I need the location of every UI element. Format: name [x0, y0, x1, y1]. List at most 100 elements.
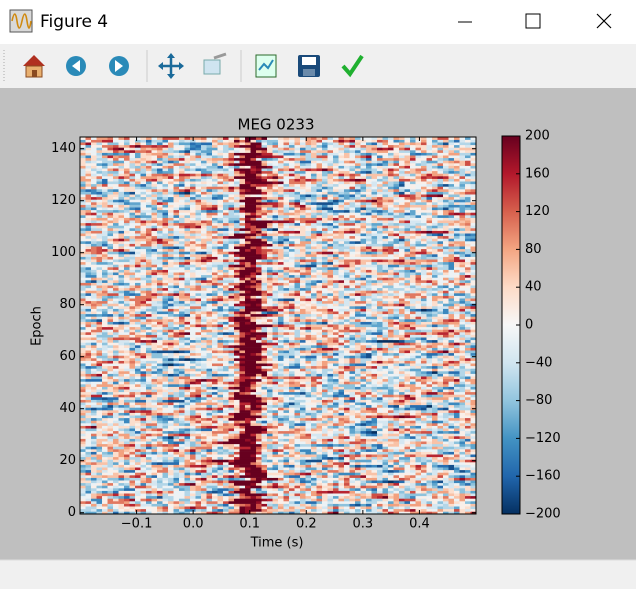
image-streak — [305, 402, 317, 406]
image-streak — [124, 428, 130, 432]
image-streak — [388, 498, 394, 502]
image-streak — [377, 358, 383, 361]
image-streak — [124, 337, 130, 341]
image-streak — [250, 472, 268, 476]
image-streak — [129, 363, 136, 367]
image-streak — [410, 402, 422, 406]
image-streak — [201, 423, 213, 426]
image-streak — [316, 451, 323, 455]
zoom-button[interactable] — [203, 52, 227, 75]
image-streak — [195, 503, 202, 507]
minimize-button[interactable] — [445, 4, 485, 38]
image-streak — [217, 339, 224, 343]
image-streak — [371, 412, 378, 416]
image-streak — [333, 368, 345, 372]
image-streak — [371, 319, 378, 322]
image-streak — [179, 420, 185, 424]
image-streak — [393, 488, 400, 491]
image-streak — [151, 311, 158, 315]
image-streak — [415, 428, 422, 432]
image-streak — [245, 495, 251, 499]
image-streak — [206, 412, 213, 416]
image-streak — [300, 433, 306, 437]
forward-button[interactable] — [109, 56, 129, 76]
pan-button[interactable] — [158, 53, 184, 79]
image-streak — [316, 443, 328, 447]
maximize-button[interactable] — [513, 4, 553, 38]
image-streak — [366, 313, 372, 317]
image-streak — [404, 459, 411, 463]
image-streak — [195, 493, 202, 497]
image-streak — [201, 459, 207, 463]
image-streak — [217, 501, 224, 504]
image-streak — [272, 378, 284, 382]
image-streak — [272, 329, 279, 333]
image-streak — [206, 371, 213, 374]
image-streak — [157, 420, 163, 424]
image-streak — [129, 480, 136, 484]
image-streak — [448, 329, 455, 333]
image-streak — [234, 329, 240, 333]
save-button[interactable] — [298, 55, 320, 77]
image-streak — [234, 446, 240, 450]
image-streak — [190, 350, 196, 354]
back-button[interactable] — [66, 56, 86, 76]
image-streak — [377, 472, 383, 476]
image-streak — [80, 337, 92, 341]
edit-button[interactable] — [341, 54, 364, 78]
image-streak — [426, 467, 433, 471]
image-streak — [96, 495, 103, 499]
image-streak — [102, 345, 108, 348]
close-button[interactable] — [584, 4, 624, 38]
image-streak — [305, 316, 312, 320]
image-streak — [448, 428, 455, 432]
image-streak — [234, 495, 240, 499]
image-streak — [432, 342, 444, 346]
image-streak — [415, 342, 422, 346]
image-streak — [96, 332, 103, 335]
image-streak — [256, 482, 262, 486]
image-streak — [256, 456, 262, 460]
image-streak — [426, 511, 433, 514]
image-streak — [212, 415, 218, 419]
image-streak — [415, 472, 422, 476]
image-streak — [85, 485, 92, 489]
image-streak — [333, 410, 339, 413]
image-streak — [454, 469, 460, 473]
image-streak — [338, 438, 345, 442]
image-streak — [283, 365, 290, 369]
image-streak — [355, 386, 361, 390]
image-streak — [129, 378, 136, 382]
image-streak — [151, 381, 158, 385]
image-streak — [223, 329, 229, 333]
subplots-button[interactable] — [255, 54, 277, 78]
image-streak — [146, 488, 152, 491]
image-streak — [217, 378, 224, 382]
image-streak — [382, 415, 394, 419]
image-streak — [212, 399, 218, 403]
image-streak — [311, 345, 317, 348]
image-streak — [212, 319, 218, 322]
image-streak — [201, 324, 207, 328]
image-streak — [388, 345, 394, 348]
image-streak — [454, 352, 460, 356]
image-streak — [80, 498, 86, 502]
image-streak — [179, 404, 185, 408]
image-streak — [184, 316, 196, 320]
image-streak — [470, 389, 476, 393]
image-streak — [228, 438, 246, 442]
home-button[interactable] — [23, 55, 45, 78]
image-streak — [239, 456, 257, 460]
image-streak — [239, 363, 268, 367]
image-streak — [124, 389, 130, 393]
image-streak — [338, 358, 345, 361]
image-streak — [371, 350, 378, 354]
image-streak — [118, 433, 130, 437]
image-streak — [195, 454, 202, 458]
image-streak — [355, 467, 361, 471]
image-streak — [217, 311, 224, 315]
image-streak — [388, 365, 394, 369]
image-streak — [355, 506, 361, 510]
image-streak — [338, 308, 350, 312]
image-streak — [448, 501, 455, 504]
